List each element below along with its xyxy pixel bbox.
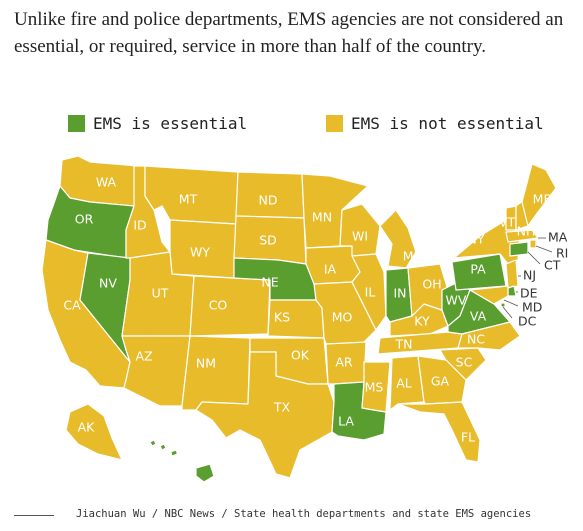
leader-ri	[535, 245, 553, 253]
state-label-in: IN	[393, 286, 406, 301]
state-label-ar: AR	[335, 355, 353, 370]
state-label-mo: MO	[332, 310, 353, 325]
state-label-la: LA	[338, 414, 354, 429]
state-label-or: OR	[75, 212, 94, 227]
state-fl	[397, 401, 481, 463]
leader-md	[503, 299, 519, 307]
state-label-nc: NC	[467, 332, 485, 347]
state-co	[189, 275, 271, 337]
state-label-wi: WI	[352, 229, 368, 244]
legend: EMS is essential EMS is not essential	[68, 114, 568, 134]
state-label-ky: KY	[414, 314, 430, 329]
state-label-sc: SC	[456, 355, 473, 370]
leader-dc	[502, 306, 513, 319]
state-label-ri: RI	[556, 246, 568, 261]
legend-swatch-not-essential	[326, 115, 343, 132]
state-label-tn: TN	[395, 337, 413, 352]
state-label-ny: NY	[468, 232, 485, 247]
state-label-md: MD	[522, 300, 542, 315]
leader-ct	[527, 251, 541, 265]
state-label-vt: VT	[499, 215, 516, 230]
state-label-oh: OH	[422, 277, 441, 292]
legend-item-essential: EMS is essential	[68, 114, 247, 133]
state-label-mi: MI	[403, 249, 417, 264]
state-label-fl: FL	[461, 430, 475, 445]
leader-lines	[502, 237, 553, 319]
legend-label-essential: EMS is essential	[93, 114, 248, 133]
state-label-pa: PA	[470, 262, 486, 277]
state-label-wv: WV	[446, 293, 467, 308]
state-label-mn: MN	[312, 210, 332, 225]
state-label-nm: NM	[196, 356, 216, 371]
state-md	[469, 285, 509, 305]
state-sc	[439, 347, 487, 381]
state-label-ma: MA	[548, 230, 568, 245]
state-ms	[361, 361, 391, 413]
state-nj	[505, 259, 519, 289]
state-label-nv: NV	[99, 276, 117, 291]
state-label-ct: CT	[544, 258, 561, 273]
state-label-nh: NH	[517, 224, 536, 239]
state-label-az: AZ	[135, 349, 152, 364]
state-label-me: ME	[533, 192, 552, 207]
footer: Jiachuan Wu / NBC News / State health de…	[0, 506, 583, 526]
states-layer	[41, 155, 557, 483]
legend-label-not-essential: EMS is not essential	[351, 114, 544, 133]
state-mi	[379, 209, 417, 269]
state-label-sd: SD	[259, 233, 277, 248]
legend-swatch-essential	[68, 115, 85, 132]
state-al	[389, 355, 425, 411]
state-label-ak: AK	[78, 420, 96, 435]
state-nm	[181, 335, 251, 411]
state-label-ut: UT	[152, 286, 169, 301]
state-ct	[509, 241, 529, 257]
footer-rule	[14, 515, 54, 516]
state-label-wa: WA	[96, 175, 117, 190]
state-ak	[65, 403, 123, 461]
headline: Unlike fire and police departments, EMS …	[14, 9, 564, 57]
state-label-ms: MS	[365, 380, 384, 395]
state-label-id: ID	[133, 218, 146, 233]
state-il	[351, 253, 387, 331]
state-label-ks: KS	[274, 310, 290, 325]
state-ri	[529, 239, 537, 249]
state-label-ne: NE	[261, 275, 278, 290]
state-tx	[195, 351, 335, 479]
state-label-nj: NJ	[523, 268, 536, 283]
state-label-il: IL	[365, 285, 376, 300]
state-label-ga: GA	[431, 374, 450, 389]
state-az	[121, 335, 191, 407]
state-label-ok: OK	[291, 348, 310, 363]
state-de	[507, 285, 517, 297]
footer-credit: Jiachuan Wu / NBC News / State health de…	[76, 508, 532, 520]
state-label-wy: WY	[190, 245, 210, 260]
state-label-nd: ND	[259, 193, 278, 208]
state-labels: WA OR CA NV ID MT WY UT AZ CO NM ND SD NE KS OK TX MN IA MO…	[63, 175, 568, 465]
state-dc	[500, 302, 506, 308]
state-label-tx: TX	[273, 400, 291, 415]
us-map: WA OR CA NV ID MT WY UT AZ CO NM ND SD NE KS OK TX MN IA MO…	[41, 155, 568, 483]
state-me	[521, 163, 557, 227]
legend-item-not-essential: EMS is not essential	[326, 114, 544, 133]
state-label-de: DE	[520, 286, 538, 301]
state-hi	[149, 439, 215, 483]
state-label-dc: DC	[518, 314, 537, 329]
state-va	[447, 289, 511, 335]
state-label-ca: CA	[63, 298, 81, 313]
state-label-mt: MT	[179, 192, 198, 207]
state-label-co: CO	[209, 298, 228, 313]
state-label-ia: IA	[324, 262, 337, 277]
state-label-al: AL	[396, 376, 412, 391]
state-label-hi: HI	[169, 450, 182, 465]
state-label-va: VA	[470, 309, 487, 324]
